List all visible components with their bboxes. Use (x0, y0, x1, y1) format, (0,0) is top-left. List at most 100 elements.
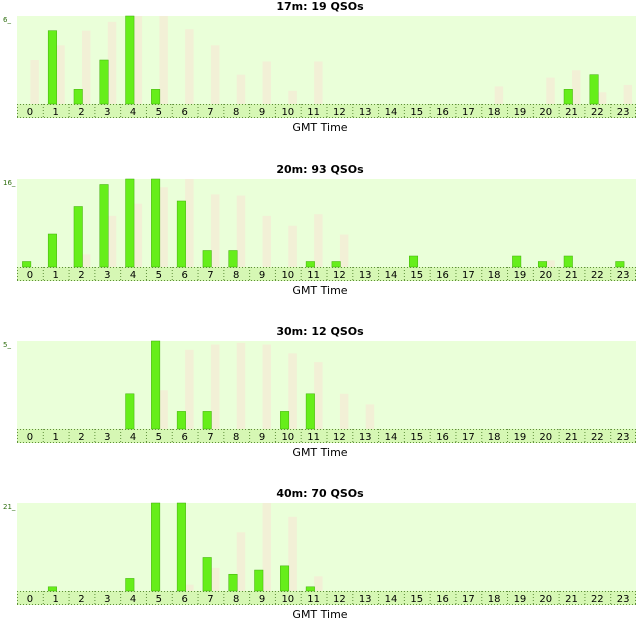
x-axis-title: GMT Time (292, 608, 348, 621)
x-axis-title: GMT Time (292, 121, 348, 134)
x-tick-label: 3 (104, 107, 110, 118)
x-tick-label: 11 (307, 594, 320, 605)
plot-area (17, 179, 636, 267)
x-tick-label: 19 (514, 270, 527, 281)
x-tick-label: 3 (104, 270, 110, 281)
bar-secondary (236, 195, 246, 267)
bar-secondary (288, 225, 297, 267)
bar-primary (228, 573, 238, 592)
x-tick-label: 9 (259, 594, 265, 605)
bar-secondary (133, 16, 143, 104)
x-tick-label: 7 (207, 432, 213, 443)
x-tick-label: 15 (410, 107, 423, 118)
x-tick-label: 21 (565, 432, 578, 443)
bar-primary (280, 565, 290, 592)
chart-svg: 21_0 1 2 3 4 5 6 7 8 9 10 11 12 13 14 15 16 17 18 19 20 21 22 2… (3, 502, 636, 605)
bar-primary (176, 411, 186, 430)
x-tick-label: 13 (359, 432, 372, 443)
bar-secondary (159, 187, 168, 267)
x-tick-label: 13 (359, 270, 372, 281)
x-tick-label: 12 (333, 432, 346, 443)
y-max-label: 16_ (3, 179, 16, 187)
x-tick-label: 16 (436, 594, 449, 605)
x-tick-label: 4 (130, 270, 136, 281)
bar-secondary (288, 353, 297, 429)
x-tick-label: 18 (488, 594, 501, 605)
bar-secondary (210, 45, 220, 104)
bar-primary (73, 89, 83, 105)
x-tick-label: 5 (156, 270, 162, 281)
bar-secondary (314, 61, 323, 104)
y-max-label: 5_ (3, 341, 11, 349)
x-tick-label: 13 (359, 594, 372, 605)
bar-secondary (236, 74, 246, 104)
x-tick-label: 21 (565, 270, 578, 281)
bar-primary (47, 233, 57, 268)
chart-30m: 30m: 12 QSOs 5_ 0 1 2 3 4 5 6 7 8 9 10 11 12 13 14 15 16 1… (0, 325, 640, 475)
x-tick-label: 16 (436, 432, 449, 443)
x-tick-label: 23 (617, 107, 630, 118)
x-tick-label: 4 (130, 594, 136, 605)
x-tick-label: 5 (156, 107, 162, 118)
bar-primary (305, 586, 315, 592)
x-tick-label: 3 (104, 432, 110, 443)
x-tick-label: 22 (591, 270, 604, 281)
bar-secondary (159, 16, 168, 104)
bar-secondary (339, 393, 349, 429)
x-tick-label: 2 (78, 270, 84, 281)
x-tick-label: 20 (539, 432, 552, 443)
bar-primary (151, 502, 161, 592)
x-tick-label: 2 (78, 594, 84, 605)
bar-secondary (623, 84, 633, 104)
y-max-label: 6_ (3, 16, 11, 24)
x-tick-label: 5 (156, 432, 162, 443)
x-tick-label: 21 (565, 594, 578, 605)
x-tick-label: 14 (385, 594, 398, 605)
x-tick-label: 6 (181, 107, 187, 118)
x-tick-label: 9 (259, 107, 265, 118)
x-tick-label: 14 (385, 107, 398, 118)
bar-primary (176, 502, 186, 592)
x-tick-label: 12 (333, 594, 346, 605)
x-tick-label: 8 (233, 594, 239, 605)
bar-secondary (546, 260, 555, 267)
chart-title: 40m: 70 QSOs (276, 487, 364, 500)
bar-primary (589, 74, 599, 105)
x-tick-label: 3 (104, 594, 110, 605)
bar-primary (151, 89, 161, 105)
x-tick-label: 0 (27, 107, 33, 118)
bar-secondary (339, 234, 349, 267)
x-tick-label: 23 (617, 270, 630, 281)
bar-primary (47, 586, 57, 592)
bar-secondary (288, 516, 297, 591)
bar-secondary (494, 86, 504, 104)
x-tick-label: 20 (539, 107, 552, 118)
x-tick-label: 10 (281, 432, 294, 443)
bar-primary (99, 184, 109, 268)
bar-primary (125, 393, 135, 430)
x-tick-label: 14 (385, 432, 398, 443)
x-tick-label: 5 (156, 594, 162, 605)
bar-secondary (81, 254, 91, 267)
x-tick-label: 1 (53, 594, 59, 605)
chart-20m: 20m: 93 QSOs 16_ 0 1 2 3 4 5 6 7 8 9 10 11 12 13 14 15 16… (0, 163, 640, 313)
x-tick-label: 4 (130, 107, 136, 118)
x-tick-label: 11 (307, 270, 320, 281)
x-tick-label: 6 (181, 594, 187, 605)
plot-area (17, 341, 636, 429)
bar-secondary (185, 29, 194, 105)
bar-secondary (133, 203, 143, 267)
bar-primary (615, 261, 625, 268)
bar-secondary (314, 362, 323, 429)
x-tick-label: 9 (259, 432, 265, 443)
bar-primary (202, 411, 212, 430)
bar-primary (512, 255, 522, 268)
x-tick-label: 16 (436, 107, 449, 118)
x-axis-title: GMT Time (292, 446, 348, 459)
x-tick-label: 17 (462, 270, 475, 281)
y-max-label: 21_ (3, 503, 16, 511)
plot-area (17, 16, 636, 104)
x-tick-label: 22 (591, 594, 604, 605)
bar-primary (228, 250, 238, 268)
x-tick-label: 21 (565, 107, 578, 118)
